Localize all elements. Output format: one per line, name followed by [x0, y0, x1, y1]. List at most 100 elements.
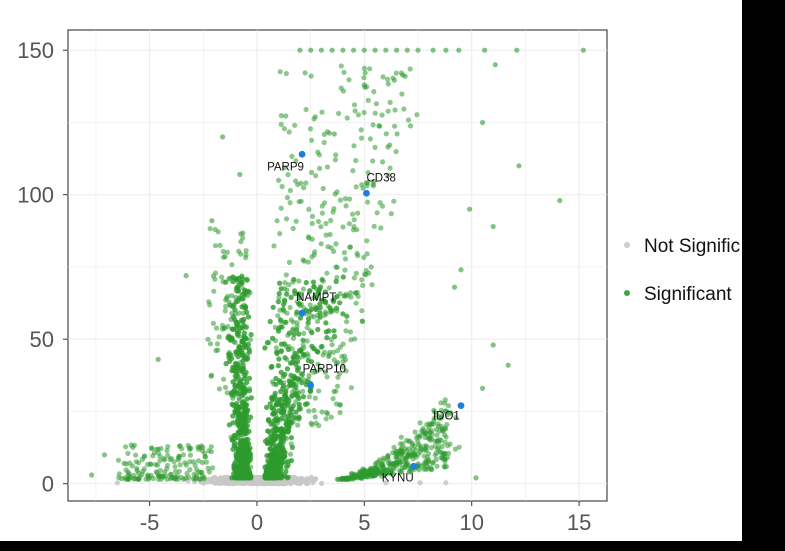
significant-point: [172, 469, 179, 475]
significant-point: [286, 344, 292, 350]
significant-point: [272, 431, 278, 437]
significant-point: [371, 178, 377, 184]
significant-point: [444, 422, 450, 428]
significant-point: [240, 399, 247, 405]
significant-point: [362, 471, 368, 477]
significant-point: [380, 74, 386, 80]
significant-point: [318, 224, 324, 230]
significant-point: [334, 476, 340, 482]
significant-point: [358, 474, 364, 480]
not-significant-point: [443, 480, 449, 486]
significant-point: [300, 388, 306, 394]
significant-point: [270, 475, 276, 481]
significant-point: [226, 422, 232, 428]
significant-point: [274, 350, 280, 357]
significant-point: [232, 440, 238, 446]
significant-point: [351, 47, 357, 53]
significant-point: [174, 473, 180, 479]
significant-point: [273, 413, 279, 419]
significant-point: [318, 344, 324, 350]
significant-point: [406, 446, 412, 452]
significant-point: [407, 123, 414, 129]
significant-point: [443, 47, 449, 53]
significant-point: [237, 460, 243, 466]
significant-point: [264, 440, 270, 447]
significant-point: [352, 108, 358, 114]
significant-point: [243, 438, 249, 444]
significant-point: [242, 291, 248, 297]
significant-point: [341, 250, 347, 256]
significant-point: [101, 452, 108, 458]
significant-point: [305, 234, 311, 240]
significant-point: [355, 210, 361, 216]
significant-point: [307, 288, 313, 294]
significant-point: [305, 259, 311, 265]
significant-point: [225, 323, 231, 330]
significant-point: [277, 324, 283, 330]
significant-point: [355, 112, 361, 118]
significant-point: [448, 410, 454, 416]
significant-point: [315, 312, 321, 319]
significant-point: [216, 334, 222, 340]
significant-point: [304, 338, 310, 344]
significant-point: [340, 224, 346, 230]
significant-point: [370, 158, 376, 164]
significant-point: [434, 432, 440, 438]
significant-point: [328, 414, 334, 420]
significant-point: [269, 363, 275, 370]
significant-point: [282, 280, 288, 286]
highlight-point-nampt: [298, 309, 306, 317]
significant-point: [323, 232, 329, 238]
significant-point: [377, 457, 383, 463]
significant-point: [175, 457, 182, 463]
significant-point: [176, 468, 182, 474]
significant-point: [286, 282, 292, 288]
significant-point: [350, 211, 356, 217]
significant-point: [246, 388, 252, 394]
significant-point: [324, 409, 330, 415]
significant-point: [292, 122, 298, 128]
significant-point: [407, 66, 413, 72]
significant-point: [331, 206, 337, 212]
significant-point: [232, 460, 238, 466]
significant-point: [290, 335, 296, 341]
significant-point: [277, 69, 283, 75]
significant-point: [353, 157, 359, 164]
significant-point: [239, 296, 245, 302]
significant-point: [284, 291, 290, 297]
significant-point: [340, 274, 346, 280]
significant-point: [347, 329, 353, 335]
significant-point: [397, 441, 403, 447]
significant-point: [296, 395, 302, 401]
significant-point: [244, 448, 251, 454]
y-tick-label: 0: [42, 472, 54, 497]
significant-point: [196, 469, 202, 475]
significant-point: [580, 47, 587, 53]
significant-point: [243, 252, 249, 258]
significant-point: [155, 356, 161, 362]
significant-point: [342, 196, 348, 202]
significant-point: [490, 223, 496, 230]
significant-point: [220, 322, 226, 329]
significant-point: [231, 387, 237, 393]
significant-point: [241, 389, 248, 395]
significant-point: [232, 382, 238, 388]
significant-point: [207, 341, 214, 347]
significant-point: [293, 218, 299, 224]
significant-point: [344, 313, 350, 319]
significant-point: [293, 399, 299, 405]
significant-point: [296, 331, 302, 337]
not-significant-point: [253, 475, 259, 481]
significant-point: [353, 300, 359, 306]
significant-point: [427, 429, 433, 435]
significant-point: [334, 308, 340, 314]
significant-point: [505, 362, 511, 368]
significant-point: [337, 300, 343, 306]
significant-point: [438, 400, 444, 406]
significant-point: [283, 70, 289, 77]
legend-label: Significant: [644, 284, 732, 305]
significant-point: [339, 475, 345, 481]
significant-point: [337, 409, 343, 416]
significant-point: [433, 450, 439, 456]
